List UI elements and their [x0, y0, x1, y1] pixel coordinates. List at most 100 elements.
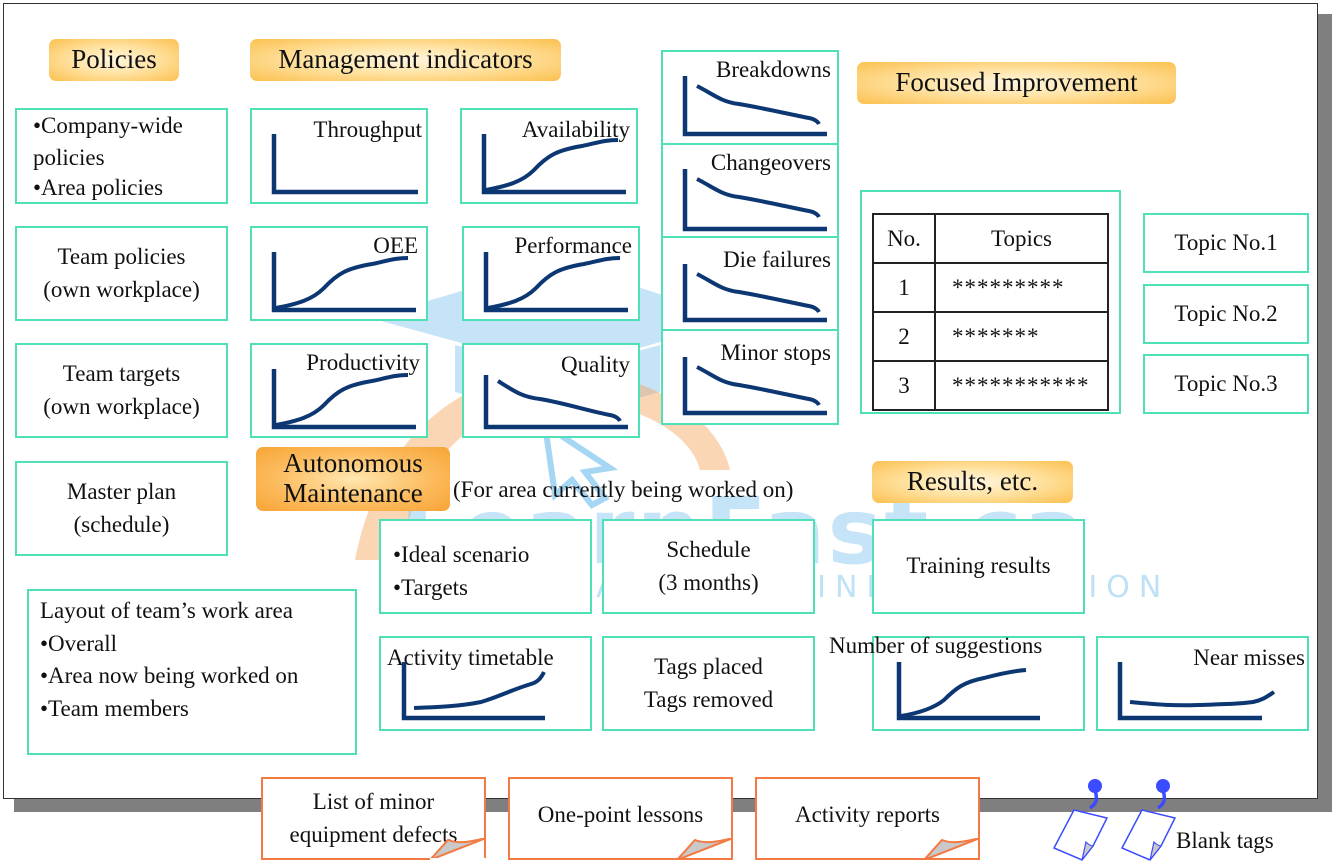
throughput-chart[interactable]: Throughput	[250, 108, 428, 204]
company-policies-line: policies	[33, 145, 105, 171]
ideal-targets-box[interactable]: •Ideal scenario •Targets	[379, 519, 592, 614]
note-line: One-point lessons	[537, 802, 704, 828]
autonomous-line2: Maintenance	[283, 478, 423, 508]
chart-title: Throughput	[313, 117, 422, 142]
ideal-line: •Ideal scenario	[393, 542, 530, 567]
breakdowns-chart[interactable]: Breakdowns	[661, 50, 839, 145]
layout-box[interactable]: Layout of team’s work area •Overall •Are…	[27, 589, 357, 755]
rising-line-icon	[483, 252, 628, 313]
falling-line-icon	[682, 169, 827, 232]
topics-table: No. Topics 1 ********* 2 ******* 3 *****…	[872, 213, 1109, 411]
chart-title: Breakdowns	[716, 57, 831, 82]
schedule-line: (3 months)	[658, 569, 759, 595]
near-misses-line-icon	[1117, 662, 1276, 721]
team-policies-line: (own workplace)	[43, 276, 200, 302]
blank-tag-icon[interactable]	[1050, 776, 1180, 864]
row-topic: *********	[934, 262, 1109, 313]
blank-tags-label: Blank tags	[1176, 828, 1274, 853]
row-no: 3	[872, 360, 936, 411]
performance-chart[interactable]: Performance	[462, 226, 640, 321]
falling-line-icon	[682, 76, 827, 137]
autonomous-maintenance-header: Autonomous Maintenance	[256, 447, 450, 511]
chart-title: Changeovers	[710, 150, 831, 175]
layout-line: Layout of team’s work area	[40, 598, 293, 623]
company-policies-line: •Company-wide	[33, 113, 183, 138]
rising-line-icon	[271, 369, 416, 430]
team-policies-line: Team policies	[57, 243, 186, 269]
tags-removed-line: Tags removed	[643, 686, 774, 712]
master-plan-line: Master plan	[66, 478, 177, 504]
falling-line-icon	[682, 264, 827, 323]
suggestions-chart-title: Number of suggestions	[829, 633, 1043, 658]
rising-line-icon	[271, 252, 416, 313]
availability-chart[interactable]: Availability	[460, 108, 638, 204]
policies-header: Policies	[49, 39, 179, 81]
area-policies-line: •Area policies	[33, 175, 164, 201]
note-line: equipment defects	[289, 821, 458, 847]
chart-title: Minor stops	[720, 340, 831, 365]
row-no: 1	[872, 262, 936, 313]
row-topic: ***********	[934, 360, 1109, 411]
rising-line-icon	[481, 134, 626, 195]
rising-line-icon	[896, 662, 1040, 721]
focused-improvement-header: Focused Improvement	[857, 62, 1176, 104]
note-line: List of minor	[312, 789, 435, 815]
chart-title: Productivity	[306, 350, 420, 375]
chart-title: Die failures	[723, 247, 831, 272]
falling-line-icon	[483, 375, 628, 430]
team-policies-box[interactable]: Team policies (own workplace)	[15, 226, 228, 321]
quality-chart[interactable]: Quality	[462, 343, 640, 438]
minor-stops-chart[interactable]: Minor stops	[661, 329, 839, 425]
company-policies-box[interactable]: •Company-wide policies •Area policies	[15, 108, 228, 204]
chart-title: Activity timetable	[387, 645, 554, 670]
team-targets-box[interactable]: Team targets (own workplace)	[15, 343, 228, 438]
note-line: Activity reports	[795, 802, 940, 828]
topic-2-box[interactable]: Topic No.2	[1143, 284, 1309, 344]
training-results-box[interactable]: Training results	[872, 519, 1085, 614]
results-header: Results, etc.	[872, 461, 1073, 503]
die-failures-chart[interactable]: Die failures	[661, 236, 839, 331]
tags-placed-line: Tags placed	[654, 653, 763, 679]
team-targets-line: (own workplace)	[43, 393, 200, 419]
near-misses-chart[interactable]: Near misses	[1096, 636, 1309, 731]
master-plan-box[interactable]: Master plan (schedule)	[15, 461, 228, 556]
row-no: 2	[872, 311, 936, 362]
oee-chart[interactable]: OEE	[250, 226, 428, 321]
activity-timetable-chart[interactable]: Activity timetable	[379, 636, 592, 731]
layout-line: •Area now being worked on	[40, 663, 299, 689]
team-targets-line: Team targets	[62, 360, 181, 386]
table-row[interactable]: 3 ***********	[872, 360, 1109, 411]
schedule-line: Schedule	[666, 536, 751, 562]
chart-title: Performance	[514, 233, 633, 258]
row-topic: *******	[934, 311, 1109, 362]
table-row[interactable]: 1 *********	[872, 262, 1109, 313]
topic-3-box[interactable]: Topic No.3	[1143, 354, 1309, 414]
layout-line: •Team members	[40, 695, 189, 721]
autonomous-note: (For area currently being worked on)	[453, 477, 794, 502]
table-header-row: No. Topics	[872, 213, 1109, 264]
targets-line: •Targets	[393, 574, 468, 600]
layout-line: •Overall	[40, 630, 118, 656]
changeovers-chart[interactable]: Changeovers	[661, 143, 839, 238]
page-curl-icon	[924, 838, 980, 860]
productivity-chart[interactable]: Productivity	[250, 343, 428, 438]
one-point-lessons-note[interactable]: One-point lessons	[508, 777, 733, 860]
rising-line-icon	[401, 662, 546, 721]
chart-title: Availability	[521, 117, 630, 142]
autonomous-line1: Autonomous	[283, 448, 423, 479]
page-curl-icon	[430, 838, 486, 860]
chart-title: Near misses	[1193, 645, 1305, 670]
chart-title: Quality	[561, 352, 630, 377]
suggestions-chart[interactable]	[872, 636, 1085, 731]
col-topics: Topics	[934, 213, 1109, 264]
topic-1-box[interactable]: Topic No.1	[1143, 213, 1309, 273]
falling-line-icon	[682, 357, 827, 416]
management-indicators-header: Management indicators	[250, 39, 561, 81]
minor-defects-note[interactable]: List of minor equipment defects	[261, 777, 486, 860]
tags-box[interactable]: Tags placed Tags removed	[602, 636, 815, 731]
schedule-box[interactable]: Schedule (3 months)	[602, 519, 815, 614]
col-no: No.	[872, 213, 936, 264]
activity-reports-note[interactable]: Activity reports	[755, 777, 980, 860]
table-row[interactable]: 2 *******	[872, 311, 1109, 362]
master-plan-line: (schedule)	[73, 511, 170, 537]
